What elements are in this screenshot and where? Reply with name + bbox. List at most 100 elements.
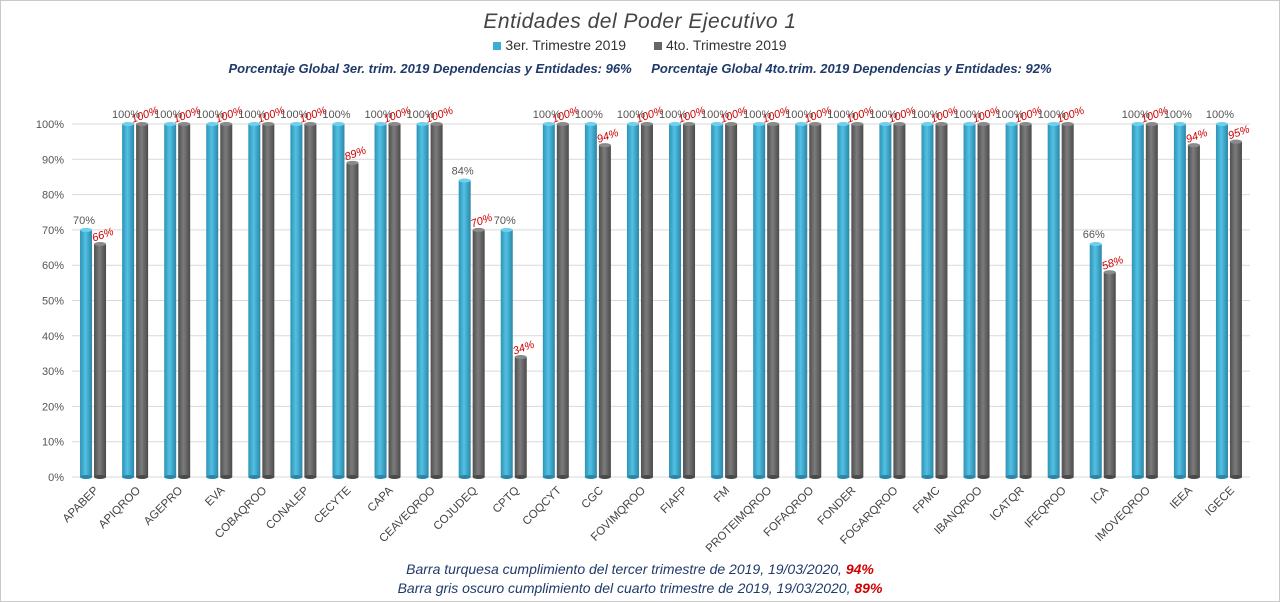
bar-cap [935,122,948,126]
bar-base [206,475,219,479]
data-label-q4: 70% [469,212,494,231]
bar-base [262,475,275,479]
bar-q3 [122,124,135,477]
bar-q3 [290,124,303,477]
bar-q3 [1131,124,1144,477]
bar-cap [1187,143,1200,148]
legend-item-q3: 3er. Trimestre 2019 [493,37,626,53]
bar-cap [626,122,639,126]
bar-base [122,475,135,479]
bar-cap [1229,139,1242,144]
bar-q4 [1145,124,1158,477]
bar-cap [262,122,275,126]
bar-cap [430,122,443,126]
bar-cap [837,122,850,126]
bar-q4 [304,124,317,477]
data-label-q3: 100% [659,109,687,121]
data-label-q3: 100% [869,109,897,121]
bar-cap [332,122,345,126]
bar-q4 [220,124,233,477]
data-label-q3: 70% [494,215,516,227]
bar-base [178,475,191,479]
bar-q4 [1019,124,1032,477]
bar-cap [1131,122,1144,126]
bar-cap [374,122,387,126]
bar-cap [598,143,611,148]
legend-swatch-q4 [653,42,662,51]
x-tick-label: CECYTE [312,484,354,526]
bar-base [220,475,233,479]
bar-base [430,475,443,479]
bar-q3 [1089,244,1102,477]
bar-base [1061,475,1074,479]
bar-base [248,475,261,479]
bar-base [416,475,429,479]
bar-cap [304,122,317,126]
bar-base [711,475,724,479]
x-tick-label: APABEP [61,484,102,525]
data-label-q3: 100% [575,109,603,121]
bar-base [1047,475,1060,479]
bar-base [809,475,822,479]
bar-q3 [374,124,387,477]
data-label-q4: 95% [1227,123,1252,142]
data-label-q3: 100% [533,109,561,121]
bar-q4 [388,124,401,477]
bar-q3 [795,124,808,477]
bar-cap [94,242,107,247]
bar-cap [458,178,471,183]
bar-base [767,475,780,479]
footer-line-1-text: Barra turquesa cumplimiento del tercer t… [406,561,846,577]
footer-line-2-text: Barra gris oscuro cumplimiento del cuart… [397,580,855,596]
bar-base [80,475,93,479]
data-label-q4: 94% [1184,127,1209,146]
bar-base [1019,475,1032,479]
bar-cap [767,122,780,126]
bar-cap [514,354,527,359]
bar-base [669,475,682,479]
bar-base [458,475,471,479]
bar-base [542,475,555,479]
bar-base [851,475,864,479]
bar-cap [388,122,401,126]
bar-base [290,475,303,479]
bar-q4 [809,124,822,477]
bar-cap [1215,122,1228,126]
bar-base [683,475,696,479]
data-label-q4: 66% [91,226,116,245]
bar-base [1103,475,1116,479]
data-label-q4: 58% [1100,254,1125,273]
bar-base [388,475,401,479]
chart-title: Entidades del Poder Ejecutivo 1 [483,10,797,33]
y-tick-label: 10% [42,437,64,449]
bar-q4 [851,124,864,477]
bar-cap [542,122,555,126]
bar-q3 [753,124,766,477]
x-tick-label: ICATQR [988,485,1027,524]
bar-cap [640,122,653,126]
data-label-q3: 84% [452,165,474,177]
bar-cap [500,227,513,232]
data-label-q3: 100% [112,109,140,121]
bar-base [598,475,611,479]
data-label-q3: 100% [1038,109,1066,121]
footer-line-1: Barra turquesa cumplimiento del tercer t… [0,561,1280,577]
bar-base [584,475,597,479]
data-label-q3: 100% [701,109,729,121]
bar-base [500,475,513,479]
bar-base [136,475,149,479]
x-tick-label: APIQROO [97,485,143,531]
global-q4-text: Porcentaje Global 4to.trim. 2019 Depende… [651,61,1052,76]
bar-cap [164,122,177,126]
legend-swatch-q3 [493,42,502,51]
bar-q4 [977,124,990,477]
y-tick-label: 70% [42,225,64,237]
bar-q3 [206,124,219,477]
bar-base [977,475,990,479]
data-label-q3: 66% [1083,229,1105,241]
data-label-q3: 100% [322,109,350,121]
x-tick-label: FIAFP [659,484,691,516]
bar-base [1229,475,1242,479]
bar-base [374,475,387,479]
bar-q3 [164,124,177,477]
